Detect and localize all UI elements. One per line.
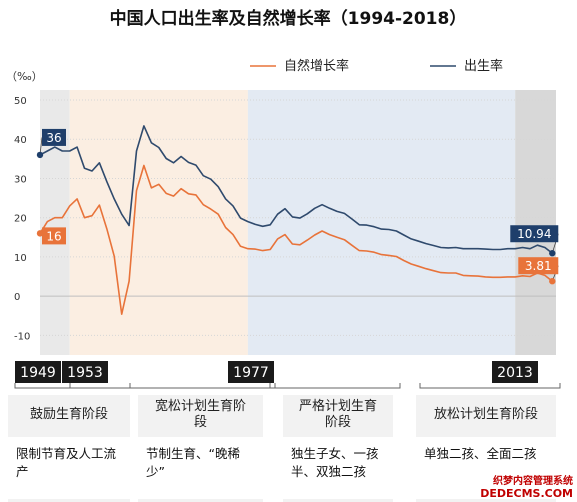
- y-tick-label: 30: [14, 174, 27, 185]
- y-tick-label: 10: [14, 253, 27, 264]
- stage-band-2: [247, 90, 516, 355]
- series-line-1: [39, 125, 553, 254]
- stage-policy: 限制节育及人工流产: [8, 437, 130, 499]
- svg-text:1949: 1949: [20, 365, 56, 381]
- legend-label: 自然增长率: [284, 58, 349, 74]
- watermark-line1: 织梦内容管理系统: [493, 476, 573, 487]
- series-lines: [39, 125, 553, 315]
- stage-name: 鼓励生育阶段: [29, 407, 108, 422]
- stage-name: 严格计划生育阶段: [298, 399, 377, 430]
- year-marker-1949: 1949: [15, 361, 61, 383]
- svg-text:1953: 1953: [67, 365, 103, 381]
- y-tick-label: -10: [14, 331, 30, 342]
- svg-text:36: 36: [46, 131, 61, 145]
- data-point: [549, 278, 556, 285]
- year-markers: 1949 1953 1977 2013: [14, 361, 561, 389]
- stage-band-3: [515, 90, 556, 355]
- stage-bracket: [419, 383, 561, 389]
- stage-band-1: [69, 90, 248, 355]
- y-ticks: -10 0 10 20 30 40 50: [14, 96, 30, 342]
- legend-label: 出生率: [464, 58, 503, 74]
- chart-title: 中国人口出生率及自然增长率（1994-2018）: [110, 8, 467, 29]
- data-label-0: 36: [36, 128, 66, 159]
- y-tick-label: 20: [14, 214, 27, 225]
- stage-relaxed: 放松计划生育阶段 单独二孩、全面二孩: [416, 395, 556, 502]
- stage-row: 鼓励生育阶段 限制节育及人工流产 宽松计划生育阶段 节制生育、“晚稀少” 严格计…: [0, 395, 577, 502]
- legend: 自然增长率 出生率: [250, 58, 503, 74]
- stage-bracket: [14, 383, 131, 389]
- data-label-2: 10.94: [510, 225, 559, 257]
- watermark: 织梦内容管理系统 DEDECMS.COM: [480, 476, 573, 500]
- data-label-3: 3.81: [518, 257, 559, 285]
- stage-encourage: 鼓励生育阶段 限制节育及人工流产: [8, 395, 130, 502]
- svg-text:3.81: 3.81: [525, 259, 552, 273]
- stage-name: 放松计划生育阶段: [433, 407, 538, 422]
- svg-text:16: 16: [46, 229, 61, 243]
- y-tick-label: 0: [14, 292, 20, 303]
- year-marker-1977: 1977: [228, 361, 274, 383]
- data-labels: 36 16 10.94 3.81: [36, 128, 559, 285]
- series-line-0: [39, 164, 553, 315]
- year-marker-2013: 2013: [492, 361, 538, 383]
- y-axis-unit: （‰）: [6, 70, 43, 83]
- y-tick-label: 50: [14, 96, 27, 107]
- data-point: [36, 151, 44, 159]
- stage-bracket: [269, 383, 401, 389]
- svg-text:1977: 1977: [233, 365, 269, 381]
- stage-policy: 节制生育、“晚稀少”: [138, 437, 263, 499]
- svg-text:2013: 2013: [497, 365, 533, 381]
- svg-text:10.94: 10.94: [517, 227, 551, 241]
- data-point: [549, 250, 556, 257]
- data-point: [36, 230, 44, 237]
- data-label-1: 16: [36, 227, 66, 245]
- stage-strict: 严格计划生育阶段 独生子女、一孩半、双独二孩: [283, 395, 393, 502]
- watermark-line2: DEDECMS.COM: [480, 487, 573, 500]
- stage-policy: 独生子女、一孩半、双独二孩: [283, 437, 393, 499]
- year-marker-1953: 1953: [62, 361, 108, 383]
- stage-bracket: [69, 383, 276, 389]
- stage-bands: [40, 90, 556, 355]
- stage-policy: 单独二孩、全面二孩: [416, 437, 556, 499]
- stage-name: 宽松计划生育阶段: [154, 399, 246, 430]
- stage-loose: 宽松计划生育阶段 节制生育、“晚稀少”: [138, 395, 263, 502]
- y-tick-label: 40: [14, 135, 27, 146]
